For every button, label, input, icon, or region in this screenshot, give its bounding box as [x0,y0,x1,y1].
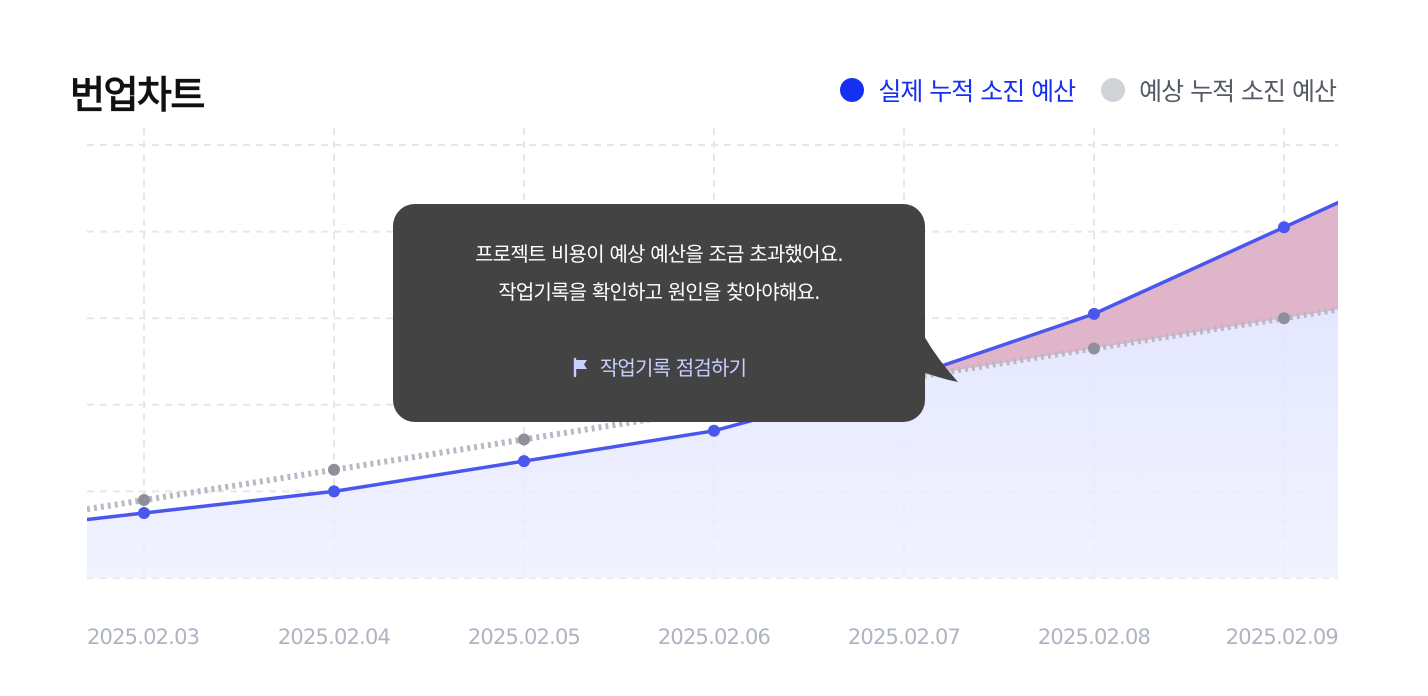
point-actual [138,507,150,520]
point-actual [328,485,340,498]
x-tick-label: 2025.02.04 [278,625,391,649]
chart-legend: 실제 누적 소진 예산 예상 누적 소진 예산 [840,72,1337,108]
legend-label-actual: 실제 누적 소진 예산 [878,77,1076,106]
point-expected [518,433,530,446]
data-points [138,221,1290,520]
check-worklog-label: 작업기록 점검하기 [599,356,747,380]
check-worklog-button[interactable]: 작업기록 점검하기 [393,352,925,381]
x-axis-ticks: 2025.02.03 2025.02.04 2025.02.05 2025.02.06… [87,625,1339,649]
legend-dot-expected [1101,78,1126,102]
point-expected [1278,312,1290,325]
tooltip-tail [918,330,958,382]
line-expected [87,306,1338,513]
legend-item-expected: 예상 누적 소진 예산 [1101,72,1337,108]
legend-label-expected: 예상 누적 소진 예산 [1139,77,1337,106]
x-tick-label: 2025.02.08 [1038,625,1150,649]
area-fills [87,202,1338,578]
area-actual-fill [87,202,1338,578]
tooltip-line-1: 프로젝트 비용이 예상 예산을 조금 초과했어요. [475,242,844,266]
point-expected [138,494,150,507]
x-tick-label: 2025.02.09 [1226,625,1338,649]
legend-dot-actual [840,78,865,102]
overrun-tooltip: 프로젝트 비용이 예상 예산을 조금 초과했어요. 작업기록을 확인하고 원인을… [393,204,925,422]
tooltip-line-2: 작업기록을 확인하고 원인을 찾아야해요. [498,280,820,304]
x-tick-label: 2025.02.03 [87,625,199,649]
flag-icon [573,357,587,377]
x-tick-label: 2025.02.05 [468,625,580,649]
x-tick-label: 2025.02.06 [658,625,771,649]
point-actual [1088,307,1100,320]
area-overrun-fill [904,202,1338,379]
point-expected [328,463,340,476]
point-actual [708,424,720,437]
point-actual [1278,221,1290,234]
legend-item-actual: 실제 누적 소진 예산 [840,72,1076,108]
point-actual [518,455,530,468]
x-tick-label: 2025.02.07 [848,625,960,649]
chart-title: 번업차트 [70,73,205,117]
point-expected [1088,342,1100,355]
